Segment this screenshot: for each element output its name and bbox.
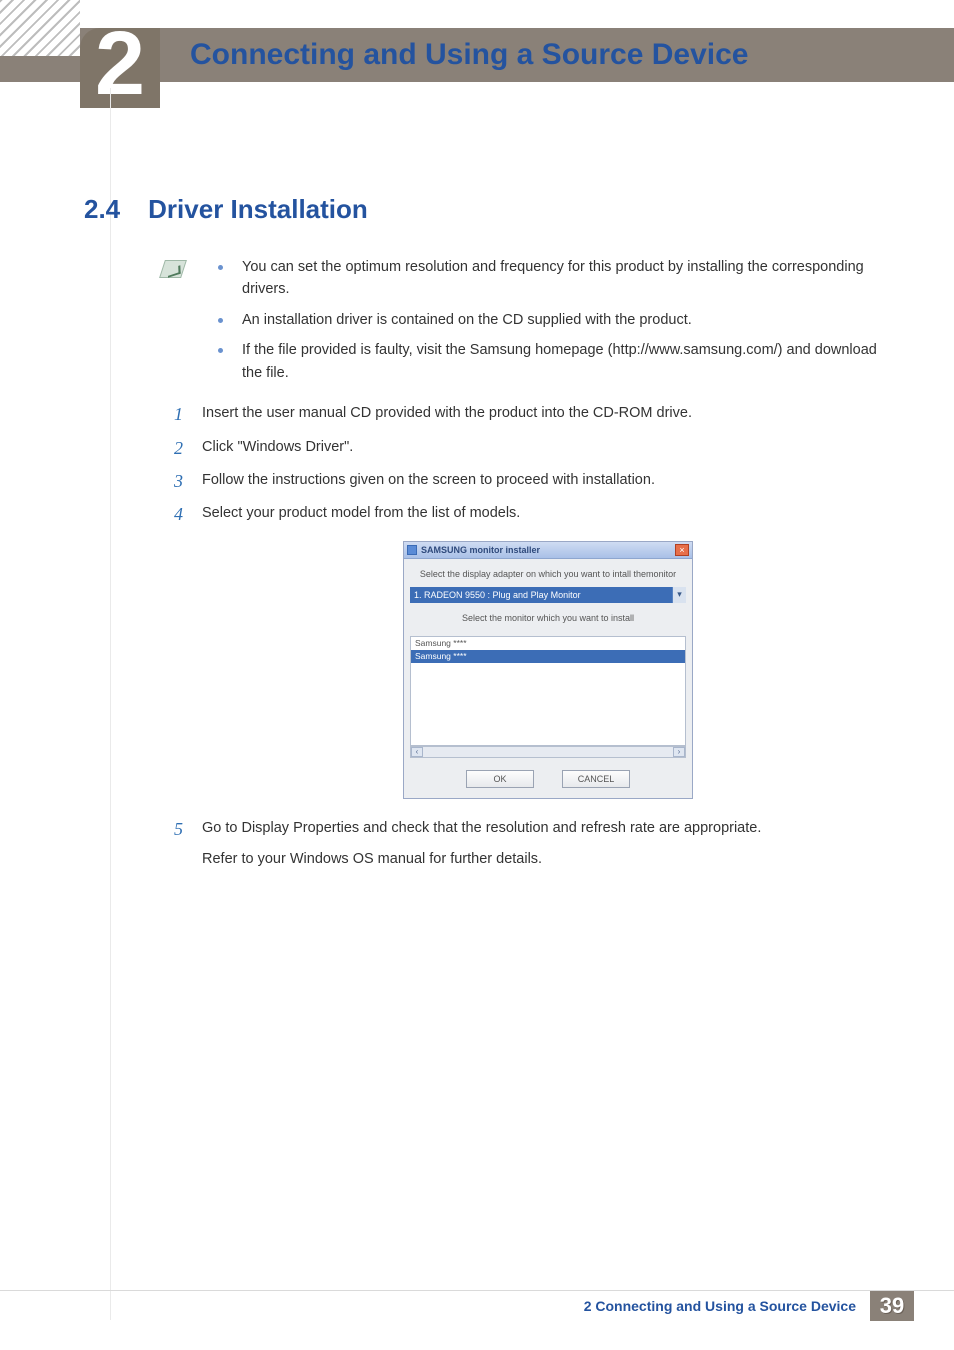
list-item[interactable]: Samsung ****: [411, 650, 685, 663]
installer-dialog: SAMSUNG monitor installer × Select the d…: [403, 541, 693, 799]
step-item: 4 Select your product model from the lis…: [174, 502, 894, 799]
chapter-number-badge: 2: [80, 28, 160, 108]
chapter-title: Connecting and Using a Source Device: [190, 38, 748, 72]
step-item: 3 Follow the instructions given on the s…: [174, 469, 894, 492]
step-text: Insert the user manual CD provided with …: [202, 405, 692, 421]
steps-list: 1 Insert the user manual CD provided wit…: [174, 402, 894, 871]
step-number: 5: [174, 815, 183, 844]
page-footer: 2 Connecting and Using a Source Device 3…: [0, 1290, 954, 1320]
installer-titlebar: SAMSUNG monitor installer ×: [404, 542, 692, 559]
horizontal-scrollbar[interactable]: ‹ ›: [410, 746, 686, 758]
step-number: 4: [174, 500, 183, 529]
installer-title: SAMSUNG monitor installer: [421, 543, 675, 557]
monitor-listbox[interactable]: Samsung **** Samsung ****: [410, 636, 686, 746]
step-text: Go to Display Properties and check that …: [202, 820, 761, 836]
chevron-down-icon[interactable]: ▾: [672, 587, 686, 603]
adapter-dropdown[interactable]: 1. RADEON 9550 : Plug and Play Monitor ▾: [410, 587, 686, 603]
cancel-button[interactable]: CANCEL: [562, 770, 630, 788]
note-item: An installation driver is contained on t…: [218, 309, 894, 331]
step-item: 5 Go to Display Properties and check tha…: [174, 817, 894, 871]
step-item: 2 Click "Windows Driver".: [174, 436, 894, 459]
body-content: You can set the optimum resolution and f…: [164, 256, 894, 881]
note-list: You can set the optimum resolution and f…: [218, 256, 894, 384]
adapter-dropdown-value: 1. RADEON 9550 : Plug and Play Monitor: [414, 588, 581, 602]
note-item: You can set the optimum resolution and f…: [218, 256, 894, 301]
window-icon: [407, 545, 417, 555]
left-margin-rule: [110, 88, 111, 1320]
step-text: Click "Windows Driver".: [202, 439, 353, 455]
section-number: 2.4: [84, 194, 120, 225]
installer-label-adapter: Select the display adapter on which you …: [404, 559, 692, 587]
section-title: Driver Installation: [148, 194, 368, 225]
step-number: 1: [174, 400, 183, 429]
scroll-right-icon[interactable]: ›: [673, 747, 685, 757]
step-item: 1 Insert the user manual CD provided wit…: [174, 402, 894, 425]
scroll-left-icon[interactable]: ‹: [411, 747, 423, 757]
corner-hatch-decoration: [0, 0, 80, 56]
installer-label-monitor: Select the monitor which you want to ins…: [404, 603, 692, 631]
step-text: Follow the instructions given on the scr…: [202, 472, 655, 488]
note-item: If the file provided is faulty, visit th…: [218, 339, 894, 384]
close-icon[interactable]: ×: [675, 544, 689, 556]
ok-button[interactable]: OK: [466, 770, 534, 788]
footer-label: 2 Connecting and Using a Source Device: [584, 1298, 856, 1314]
step-subtext: Refer to your Windows OS manual for furt…: [202, 848, 894, 871]
step-number: 2: [174, 434, 183, 463]
list-item[interactable]: Samsung ****: [411, 637, 685, 650]
section-heading: 2.4 Driver Installation: [84, 194, 368, 225]
note-icon: [159, 260, 187, 278]
page-number: 39: [870, 1291, 914, 1321]
step-number: 3: [174, 467, 183, 496]
step-text: Select your product model from the list …: [202, 505, 520, 521]
installer-button-row: OK CANCEL: [404, 758, 692, 798]
